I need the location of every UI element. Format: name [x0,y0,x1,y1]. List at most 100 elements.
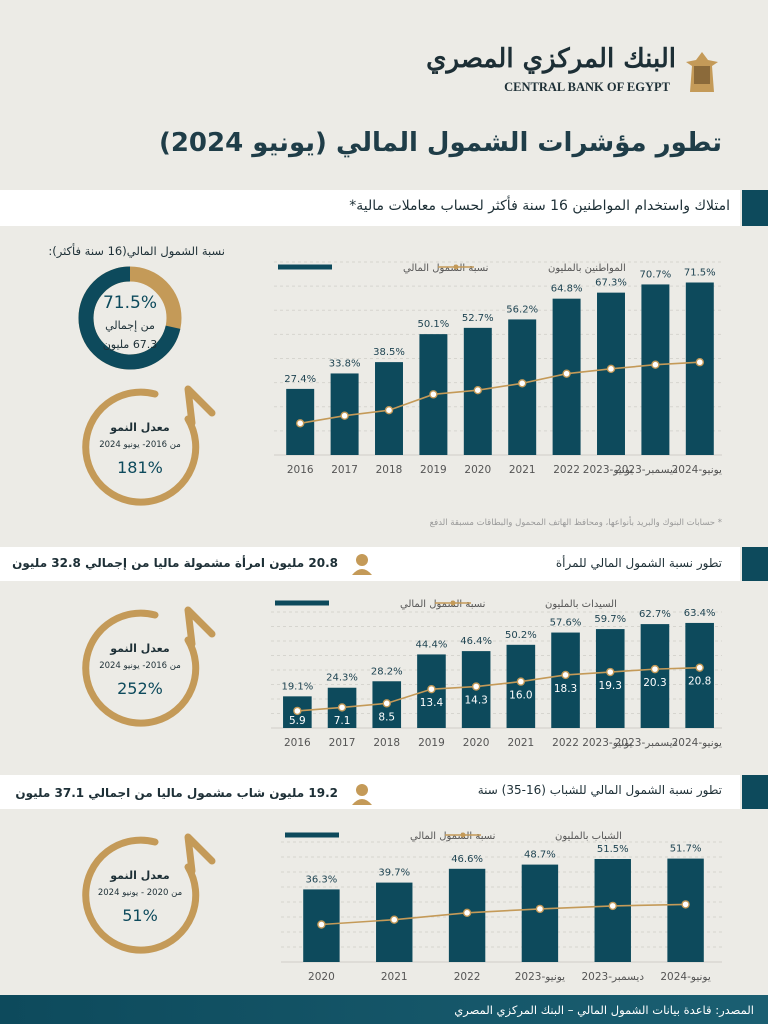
value-label: 71.5% [684,268,716,279]
value-label: 13.4 [420,697,444,709]
section-strip [0,547,740,581]
bar [506,644,536,728]
value-label: 20.8 [688,676,711,688]
bar [667,858,704,962]
legend-label: نسبة الشمول المالي [410,831,495,842]
line-point [462,908,472,917]
legend-swatch [285,832,339,838]
line-point [562,369,571,378]
line-point [296,419,305,428]
legend-swatch [460,832,466,838]
growth-label: معدل النمو [110,869,170,882]
x-tick-label: يونيو-2023 [582,737,633,749]
line-point [471,682,481,691]
legend-swatch [450,600,456,606]
growth-label: معدل النمو [110,421,170,434]
growth-rate: 51% [122,906,158,925]
x-tick-label: 2017 [328,737,356,749]
value-label: 20.3 [643,677,666,689]
value-label: 46.6% [451,854,483,865]
legend-label: نسبة الشمول المالي [403,263,488,274]
bar [640,624,670,728]
bank-name-en: CENTRAL BANK OF EGYPT [504,80,670,94]
value-label: 8.5 [378,711,395,723]
value-label: 51.7% [670,844,702,855]
section-marker [742,190,768,226]
x-tick-label: 2018 [375,464,403,476]
bar [641,284,670,455]
value-label: 64.8% [551,284,583,295]
person-icon [352,554,372,805]
x-tick-label: 2020 [308,971,335,983]
growth-arrow [184,606,216,648]
bar [685,282,714,455]
line-point [340,411,349,420]
growth-arrow [184,833,216,875]
x-tick-label: 2020 [464,464,492,476]
growth-ring [82,388,200,506]
line-point [608,901,617,911]
line-point [516,677,526,686]
section-heading: تطور نسبة الشمول المالي للشباب (16-35) س… [477,783,722,797]
bar [594,859,631,962]
line-point [390,915,399,924]
section-summary: 19.2 مليون شاب مشمول ماليا من اجمالي 37.… [15,786,338,800]
value-label: 56.2% [506,304,538,315]
value-label: 62.7% [639,609,671,620]
value-label: 44.4% [416,639,448,650]
footer-source: المصدر: قاعدة بيانات الشمول المالي – الب… [454,1003,754,1017]
value-label: 38.5% [373,347,405,358]
x-tick-label: 2022 [453,971,481,983]
x-tick-label: 2016 [286,464,314,476]
line-point [651,360,660,369]
bank-name-ar: البنك المركزي المصري [426,44,676,74]
bar [551,632,580,728]
value-label: 51.5% [597,844,629,855]
section-heading: تطور نسبة الشمول المالي للمرأة [555,556,722,570]
legend-swatch [453,264,459,270]
value-label: 39.7% [378,868,410,879]
x-tick-label: يونيو-2024 [671,464,722,476]
legend-label: المواطنين بالمليون [548,263,626,274]
value-label: 18.3 [554,683,577,695]
line-point [337,703,347,712]
value-label: 67.3% [595,278,627,289]
x-tick-label: 2016 [283,737,311,749]
highlight-number: 19.2 [308,786,338,800]
x-tick-label: يونيو-2023 [582,464,634,476]
legend-label: نسبة الشمول المالي [400,599,485,610]
value-label: 46.4% [460,636,492,647]
value-label: 52.7% [462,313,494,324]
x-tick-label: يونيو-2024 [671,737,722,749]
growth-rate: 252% [117,679,163,698]
line-point [317,920,326,929]
x-tick-label: 2021 [507,737,535,749]
x-tick-label: 2022 [553,464,580,476]
line-point [382,699,391,708]
line-point [427,684,436,694]
x-tick-label: 2018 [373,737,401,749]
value-label: 50.1% [418,319,450,330]
section-summary: 20.8 مليون امرأة مشمولة ماليا من إجمالي … [12,556,338,570]
section-marker [742,547,768,581]
value-label: 28.2% [371,666,403,677]
line-point [681,900,690,909]
section-marker [742,775,768,809]
value-label: 7.1 [334,715,351,727]
line-point [429,390,438,399]
donut-title: نسبة الشمول المالي(16 سنة فأكثر): [48,244,225,258]
value-label: 14.3 [464,695,487,707]
value-label: 24.3% [326,673,358,684]
donut-value: 71.5% [102,293,157,313]
x-tick-label: 2022 [552,737,579,749]
section-heading: امتلاك واستخدام المواطنين 16 سنة فأكثر ل… [349,198,730,214]
value-label: 16.0 [509,690,532,702]
section-strip [0,190,740,226]
line [321,903,686,926]
value-label: 48.7% [524,850,556,861]
line-point [561,670,570,680]
growth-rate: 181% [117,458,163,477]
line-point [473,386,482,395]
line-point [606,364,616,374]
